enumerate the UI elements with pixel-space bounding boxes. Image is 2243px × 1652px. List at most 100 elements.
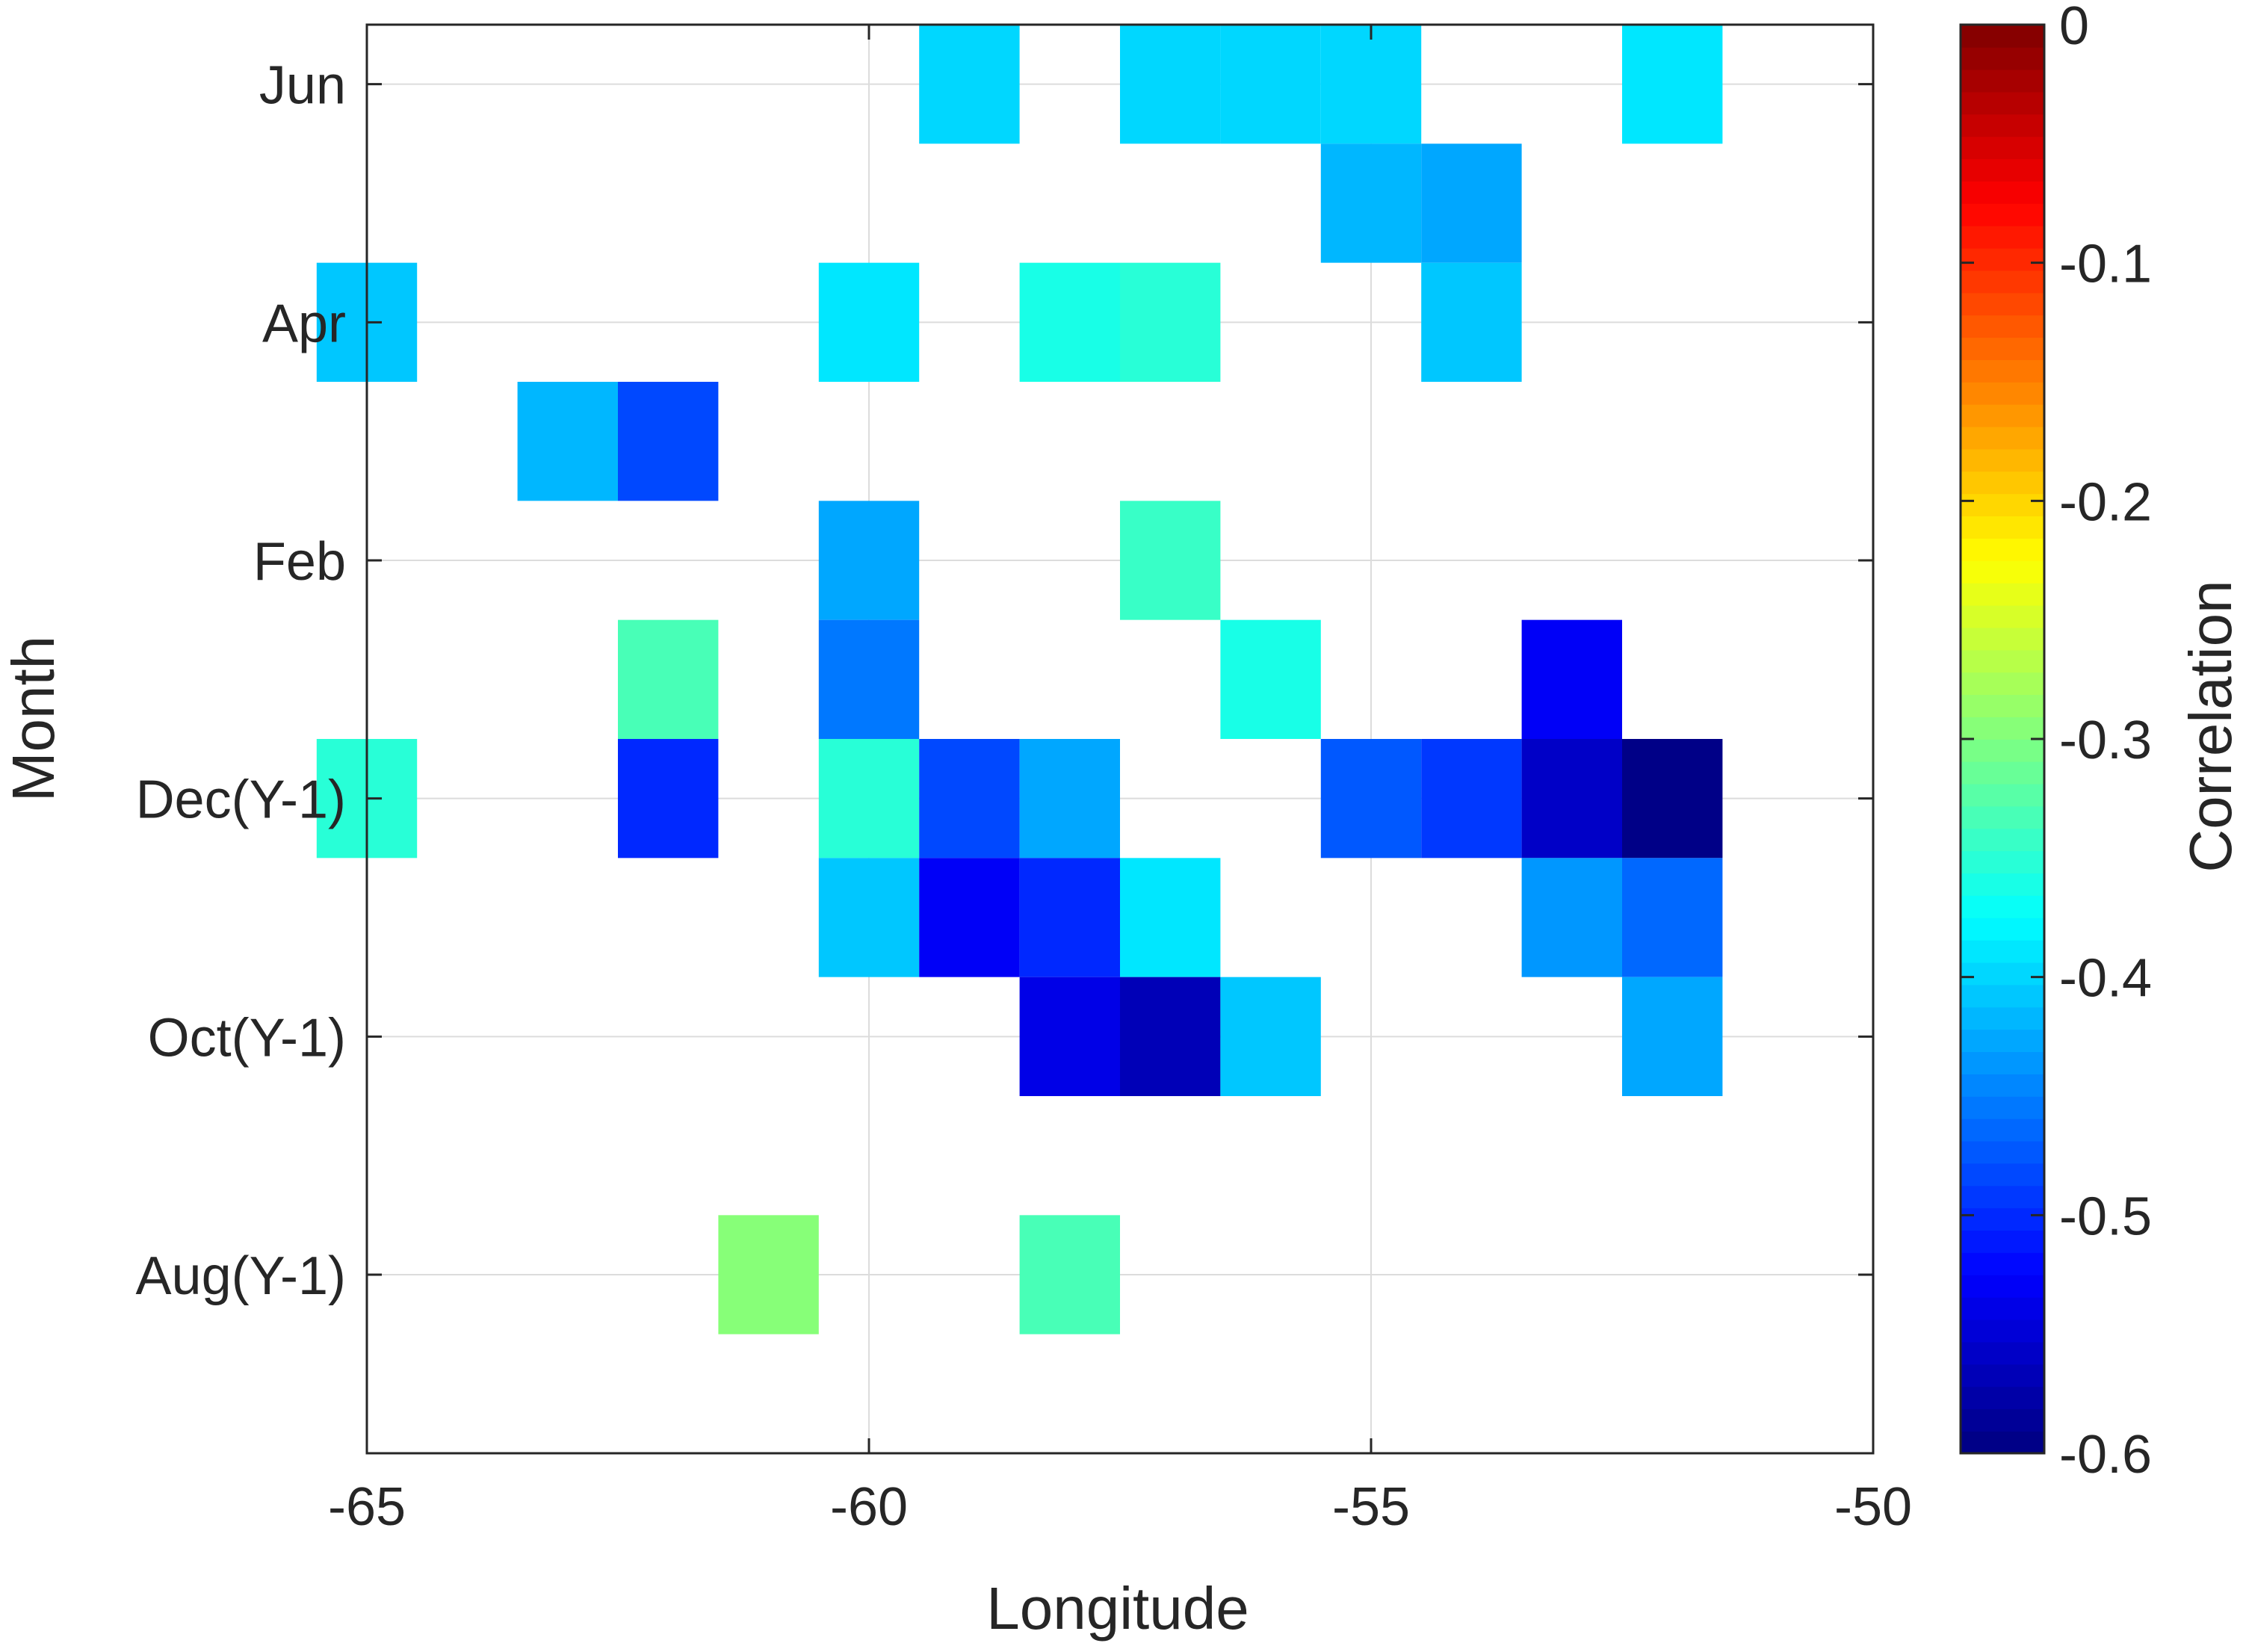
colorbar-segment [1961,939,2044,963]
heatmap-cell [1320,739,1422,859]
y-tick-label: Dec(Y-1) [136,770,346,830]
y-tick-label: Jun [259,56,346,116]
colorbar-segment [1961,717,2044,740]
heatmap-cell [919,25,1020,144]
colorbar-segment [1961,203,2044,226]
colorbar-segment [1961,627,2044,651]
colorbar-segment [1961,1431,2044,1454]
x-axis-label: Longitude [986,1575,1249,1642]
heatmap-cell [1521,858,1622,977]
y-tick-label: Feb [253,532,346,592]
colorbar-tick-label: -0.2 [2059,472,2152,532]
heatmap-cell [1019,262,1120,382]
colorbar-segment [1961,1341,2044,1365]
colorbar-segment [1961,158,2044,182]
y-axis-label: Month [0,636,66,802]
colorbar: 0 -0.1 -0.2 -0.3 -0.4 -0.5 -0.6 [1959,0,2152,1485]
colorbar-segment [1961,1252,2044,1275]
heatmap-cell [919,739,1020,859]
colorbar-segment [1961,382,2044,405]
colorbar-segment [1961,672,2044,696]
heatmap-cell [1120,25,1221,144]
colorbar-tick-label: -0.3 [2059,711,2152,770]
heatmap-cell [818,501,920,620]
x-tick-label: -65 [328,1477,406,1537]
colorbar-segment [1961,805,2044,829]
colorbar-segment [1961,516,2044,539]
colorbar-segment [1961,582,2044,606]
colorbar-segment [1961,604,2044,628]
colorbar-segment [1961,1140,2044,1164]
heatmap-cell [1421,143,1522,263]
colorbar-segment [1961,181,2044,204]
colorbar-label: Correlation [2177,580,2243,872]
colorbar-segment [1961,1296,2044,1320]
colorbar-segment [1961,225,2044,249]
colorbar-segment [1961,984,2044,1008]
colorbar-tick-label: 0 [2059,0,2089,56]
heatmap-cell [1019,739,1120,859]
colorbar-segment [1961,538,2044,561]
heatmap-cell [919,858,1020,977]
colorbar-segment [1961,1230,2044,1253]
x-tick-label: -55 [1332,1477,1410,1537]
colorbar-segment [1961,448,2044,472]
heatmap-cell [1220,977,1321,1096]
colorbar-segment [1961,1207,2044,1231]
heatmap-cell [1120,977,1221,1096]
colorbar-segment [1961,315,2044,338]
colorbar-segment [1961,1185,2044,1209]
heatmap-cell [1421,739,1522,859]
plot-frame [365,23,1875,1455]
colorbar-segment [1961,1364,2044,1388]
colorbar-segment [1961,359,2044,383]
colorbar-segment [1961,270,2044,294]
colorbar-segment [1961,783,2044,807]
colorbar-segment [1961,560,2044,584]
heatmap-cell [1019,977,1120,1096]
colorbar-segment [1961,136,2044,160]
y-tick-label: Aug(Y-1) [136,1246,347,1306]
heatmap-cell [1622,858,1723,977]
colorbar-segment [1961,1006,2044,1030]
heatmap-cell [618,382,719,501]
heatmap-cell [1120,262,1221,382]
colorbar-segment [1961,694,2044,717]
colorbar-segment [1961,828,2044,852]
heatmap-cell [618,739,719,859]
heatmap-cell [517,382,618,501]
colorbar-tick-label: -0.5 [2059,1187,2152,1246]
heatmap-cell [1220,25,1321,144]
colorbar-segment [1961,1029,2044,1053]
heatmap-cell [1120,858,1221,977]
colorbar-segment [1961,895,2044,918]
x-tick-label: -60 [830,1477,908,1537]
colorbar-segment [1961,1096,2044,1119]
colorbar-segment [1961,292,2044,316]
colorbar-segment [1961,114,2044,137]
colorbar-segment [1961,739,2044,762]
heatmap-cell [1521,739,1622,859]
colorbar-segment [1961,1163,2044,1187]
heatmap-cell [1521,619,1622,739]
heatmap-cell [818,262,920,382]
colorbar-segment [1961,1074,2044,1097]
colorbar-segment [1961,1051,2044,1074]
colorbar-segment [1961,918,2044,941]
y-tick-label: Apr [262,294,346,353]
colorbar-segment [1961,1319,2044,1343]
colorbar-segment [1961,403,2044,427]
colorbar-segment [1961,46,2044,70]
colorbar-segment [1961,493,2044,517]
heatmap-cell [1421,262,1522,382]
colorbar-segment [1961,962,2044,986]
colorbar-segment [1961,247,2044,271]
colorbar-segment [1961,761,2044,785]
heatmap-cell [818,858,920,977]
heatmap-cell [718,1215,819,1334]
colorbar-segment [1961,69,2044,93]
heatmap-cell [1019,1215,1120,1334]
heatmap-cell [1622,25,1723,144]
colorbar-segment [1961,426,2044,450]
